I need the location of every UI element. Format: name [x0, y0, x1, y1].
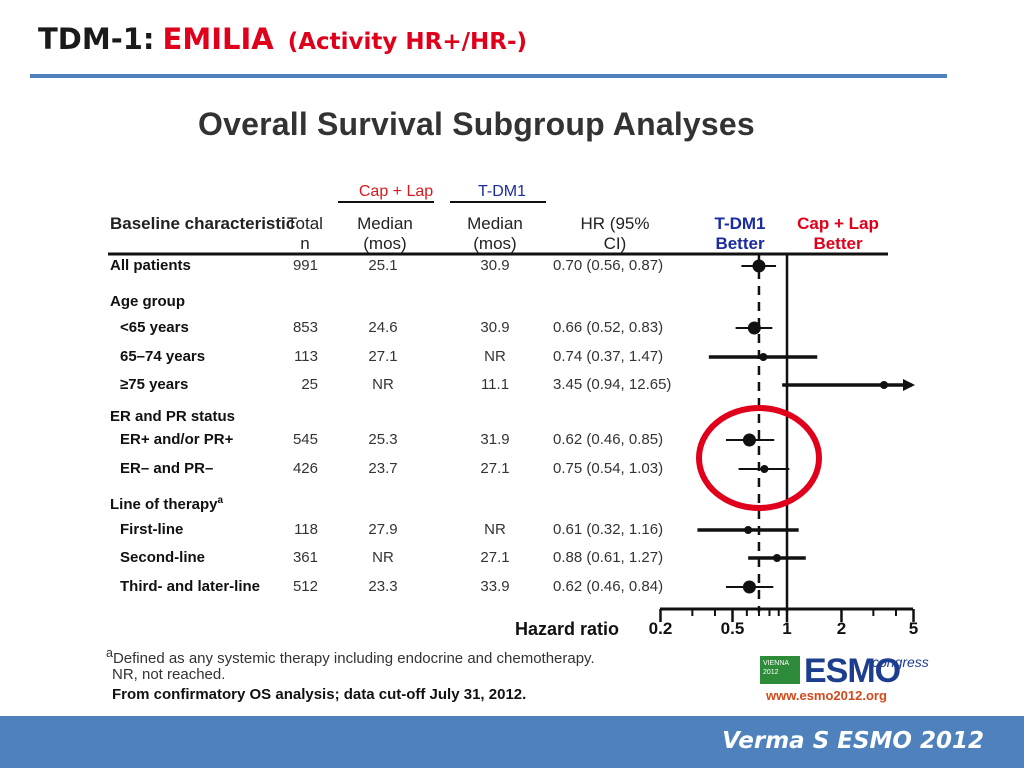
x-tick-label: 0.2 [648, 619, 673, 638]
row-n: 361 [292, 549, 318, 566]
row-label-third-and-later-line: Third- and later-line [120, 578, 261, 595]
footnote-source: From confirmatory OS analysis; data cut-… [112, 686, 527, 703]
row-median-cap: 25.1 [368, 257, 398, 274]
row-median-cap: 23.3 [368, 578, 398, 595]
row-label-first-line: First-line [120, 521, 184, 538]
row-n: 853 [292, 319, 318, 336]
footnote-a-text: Defined as any systemic therapy includin… [112, 650, 595, 667]
row-label-65-74-years: 65–74 years [120, 348, 206, 365]
esmo-logo-name: ESMO [804, 652, 901, 690]
row-median-tdm1: 31.9 [480, 431, 510, 448]
row-median-cap: 23.7 [368, 460, 398, 477]
row-median-tdm1: 11.1 [480, 376, 510, 393]
row-n: 426 [292, 460, 318, 477]
highlight-circle [696, 405, 822, 511]
header-median-tdm1: Median (mos) [467, 214, 523, 253]
row-median-tdm1: 30.9 [480, 319, 510, 336]
point-65-74-years [759, 353, 768, 361]
footnote-nr: NR, not reached. [112, 666, 226, 683]
footer-citation: Verma S ESMO 2012 [722, 728, 984, 754]
title-trial: EMILIA [162, 22, 274, 56]
chart-title: Overall Survival Subgroup Analyses [198, 106, 755, 142]
row-hr-ci: 0.62 (0.46, 0.84) [553, 578, 664, 595]
slide-title: TDM-1: EMILIA (Activity HR+/HR-) [38, 22, 527, 66]
title-rule [30, 74, 947, 78]
row-median-tdm1: NR [484, 521, 506, 538]
x-axis-label: Hazard ratio [515, 619, 620, 639]
x-tick-label: 0.5 [720, 619, 745, 638]
row-median-cap: 27.9 [368, 521, 398, 538]
group-underline-cap-lap [338, 201, 434, 203]
row-median-tdm1: 27.1 [480, 460, 510, 477]
header-cap-better: Cap + Lap Better [797, 214, 879, 253]
row-label-sup: a [217, 495, 224, 506]
x-tick-label: 5 [908, 619, 919, 638]
row-median-tdm1: NR [484, 348, 506, 365]
header-baseline: Baseline characteristic [110, 214, 296, 233]
group-underline-tdm1 [450, 201, 546, 203]
row-hr-ci: 0.70 (0.56, 0.87) [553, 257, 664, 274]
row-median-cap: NR [372, 376, 394, 393]
row-label-all-patients: All patients [110, 257, 191, 274]
point-all-patients [752, 259, 766, 273]
row-label-line-of-therapy: Line of therapya [110, 495, 224, 513]
row-label-age-group: Age group [110, 293, 185, 310]
esmo-logo: VIENNA 2012 ESMO congress www.esmo2012.o… [760, 652, 930, 708]
row-n: 512 [292, 578, 318, 595]
row-median-cap: 27.1 [368, 348, 398, 365]
row-label-er-and-pr-status: ER and PR status [110, 408, 236, 425]
x-tick-label: 2 [836, 619, 847, 638]
row-hr-ci: 0.66 (0.52, 0.83) [553, 319, 664, 336]
row-n: 545 [292, 431, 318, 448]
title-note: (Activity HR+/HR-) [287, 29, 528, 55]
row-hr-ci: 0.88 (0.61, 1.27) [553, 549, 664, 566]
esmo-logo-city: VIENNA 2012 [760, 656, 800, 684]
row-hr-ci: 3.45 (0.94, 12.65) [553, 376, 672, 393]
point-er-and-pr [760, 465, 769, 473]
group-label-tdm1: T-DM1 [478, 183, 526, 200]
row-n: 118 [294, 521, 318, 538]
row-median-tdm1: 27.1 [480, 549, 510, 566]
row-median-cap: 24.6 [368, 319, 398, 336]
row-label-er-and-or-pr: ER+ and/or PR+ [120, 431, 234, 448]
footnote-a: aDefined as any systemic therapy includi… [106, 646, 595, 667]
header-total: Total n [287, 214, 323, 253]
footer-bar: Verma S ESMO 2012 [0, 716, 1024, 768]
row-hr-ci: 0.62 (0.46, 0.85) [553, 431, 664, 448]
header-hr: HR (95% CI) [580, 214, 650, 253]
row-median-tdm1: 33.9 [480, 578, 510, 595]
ci-arrow-75-years [903, 379, 915, 391]
row-n: 25 [301, 376, 318, 393]
point-75-years [880, 381, 888, 389]
row-median-cap: NR [372, 549, 394, 566]
row-hr-ci: 0.75 (0.54, 1.03) [553, 460, 664, 477]
esmo-logo-suffix: congress [872, 654, 929, 670]
point-second-line [772, 554, 781, 562]
row-median-cap: 25.3 [368, 431, 398, 448]
group-label-cap-lap: Cap + Lap [358, 183, 434, 200]
header-tdm1-better: T-DM1 Better [714, 214, 766, 253]
point-third-and-later-line [742, 580, 756, 594]
row-label-er-and-pr: ER– and PR– [120, 460, 214, 477]
row-hr-ci: 0.74 (0.37, 1.47) [553, 348, 664, 365]
header-median-cap: Median (mos) [357, 214, 413, 253]
row-label-65-years: <65 years [120, 319, 189, 336]
x-tick-label: 1 [782, 619, 792, 638]
point-er-and-or-pr [742, 433, 756, 447]
row-median-tdm1: 30.9 [480, 257, 510, 274]
row-label-75-years: ≥75 years [120, 376, 189, 393]
point-65-years [747, 321, 761, 335]
title-prefix: TDM-1: [38, 22, 155, 56]
row-n: 113 [294, 348, 318, 365]
row-n: 991 [292, 257, 318, 274]
row-hr-ci: 0.61 (0.32, 1.16) [553, 521, 664, 538]
footnote-sup: a [106, 646, 113, 660]
point-first-line [744, 526, 753, 534]
esmo-logo-url: www.esmo2012.org [766, 688, 887, 703]
row-label-second-line: Second-line [120, 549, 206, 566]
